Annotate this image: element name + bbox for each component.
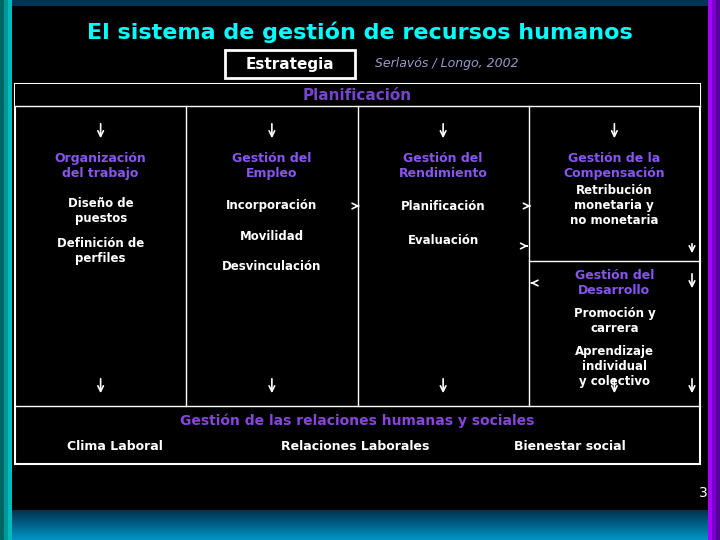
Bar [12, 526, 708, 528]
Text: Gestión del
Rendimiento: Gestión del Rendimiento [399, 152, 487, 180]
Bar [15, 84, 700, 464]
Bar [12, 524, 708, 526]
Bar [716, 0, 720, 540]
Text: Planificación: Planificación [303, 87, 412, 103]
Bar [12, 523, 708, 524]
Bar [12, 530, 708, 532]
Text: Desvinculación: Desvinculación [222, 260, 322, 273]
Bar [12, 529, 708, 531]
Text: 3: 3 [699, 486, 708, 500]
Bar [12, 514, 708, 516]
Bar [8, 0, 12, 540]
Bar [12, 529, 708, 531]
Bar [708, 0, 712, 540]
Bar [12, 537, 708, 539]
Bar [12, 532, 708, 534]
Bar [12, 514, 708, 516]
Bar [12, 510, 708, 512]
Bar [12, 513, 708, 515]
Bar [12, 0, 708, 6]
Bar [12, 519, 708, 522]
Text: Retribución
monetaria y
no monetaria: Retribución monetaria y no monetaria [570, 185, 659, 227]
Bar [12, 512, 708, 514]
Bar [12, 524, 708, 526]
Bar [12, 539, 708, 540]
Text: Aprendizaje
individual
y colectivo: Aprendizaje individual y colectivo [575, 345, 654, 388]
Bar [15, 84, 700, 106]
Text: Diseño de
puestos: Diseño de puestos [68, 197, 133, 225]
Text: Gestión del
Empleo: Gestión del Empleo [232, 152, 312, 180]
Bar [12, 534, 708, 535]
Bar [12, 535, 708, 537]
Text: Promoción y
carrera: Promoción y carrera [574, 307, 655, 335]
Bar [12, 535, 708, 537]
Text: Estrategia: Estrategia [246, 57, 334, 71]
Bar [12, 511, 708, 513]
Bar [12, 520, 708, 522]
Bar [225, 50, 355, 78]
Text: Gestión de la
Compensación: Gestión de la Compensación [564, 152, 665, 180]
Bar [12, 516, 708, 518]
Bar [12, 536, 708, 538]
Text: Relaciones Laborales: Relaciones Laborales [281, 440, 429, 453]
Bar [12, 517, 708, 518]
Text: Evaluación: Evaluación [408, 234, 479, 247]
Bar [12, 539, 708, 540]
Bar [12, 521, 708, 523]
Text: El sistema de gestión de recursos humanos: El sistema de gestión de recursos humano… [87, 21, 633, 43]
Bar [12, 528, 708, 529]
Bar [12, 511, 708, 512]
Text: Clima Laboral: Clima Laboral [67, 440, 163, 453]
Text: Gestión del
Desarrollo: Gestión del Desarrollo [575, 269, 654, 297]
Bar [12, 525, 708, 528]
Text: Movilidad: Movilidad [240, 230, 304, 242]
Bar [712, 0, 716, 540]
Bar [12, 523, 708, 525]
Bar [12, 525, 708, 527]
Text: Bienestar social: Bienestar social [514, 440, 626, 453]
Bar [12, 515, 708, 517]
Bar [12, 522, 708, 524]
Bar [12, 538, 708, 539]
Text: Gestión de las relaciones humanas y sociales: Gestión de las relaciones humanas y soci… [180, 414, 535, 428]
Bar [12, 522, 708, 523]
Text: Serlavós / Longo, 2002: Serlavós / Longo, 2002 [375, 57, 518, 71]
Bar [0, 0, 4, 540]
Bar [12, 536, 708, 538]
Bar [12, 538, 708, 540]
Bar [12, 518, 708, 521]
Bar [12, 519, 708, 521]
Bar [12, 515, 708, 517]
Text: Planificación: Planificación [401, 199, 485, 213]
Bar [4, 0, 8, 540]
Bar [12, 534, 708, 536]
Bar [12, 527, 708, 529]
Bar [12, 528, 708, 530]
Text: Organización
del trabajo: Organización del trabajo [55, 152, 146, 180]
Text: Definición de
perfiles: Definición de perfiles [57, 237, 144, 265]
Bar [12, 512, 708, 515]
Bar [12, 530, 708, 532]
Text: Incorporación: Incorporación [226, 199, 318, 213]
Bar [12, 517, 708, 519]
Bar [12, 533, 708, 535]
Bar [12, 531, 708, 533]
Bar [12, 531, 708, 534]
Bar [12, 518, 708, 520]
